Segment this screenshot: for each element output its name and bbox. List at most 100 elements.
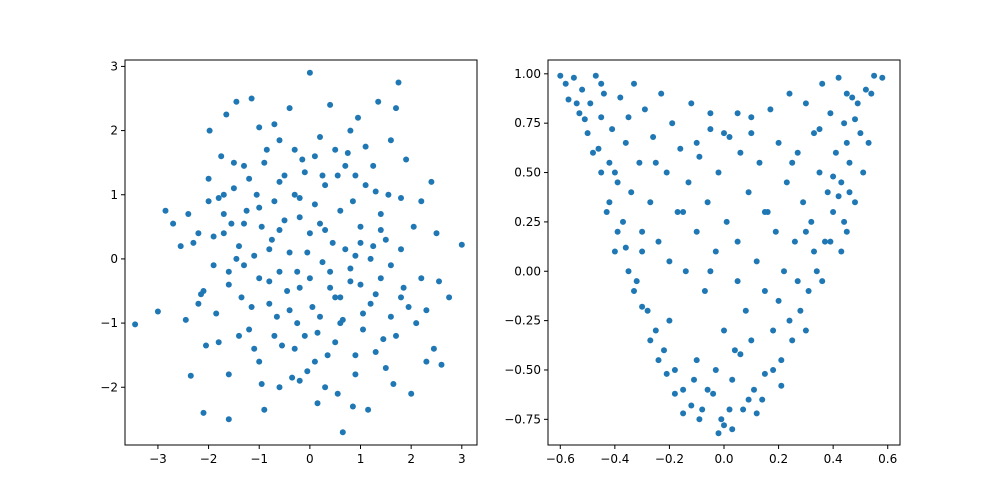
scatter-point — [213, 310, 220, 317]
scatter-point — [579, 86, 586, 93]
scatter-point — [220, 211, 227, 217]
scatter-point — [261, 159, 268, 166]
scatter-point — [398, 294, 404, 301]
scatter-point — [693, 357, 700, 364]
scatter-point — [811, 248, 817, 255]
x-tick-label: −0.2 — [655, 452, 684, 466]
scatter-point — [195, 230, 202, 237]
scatter-point — [680, 209, 687, 215]
scatter-point — [852, 199, 858, 206]
scatter-point — [276, 268, 283, 275]
scatter-point — [633, 278, 640, 285]
scatter-point — [761, 209, 768, 215]
scatter-point — [319, 259, 326, 266]
scatter-point — [620, 218, 626, 225]
scatter-point — [203, 342, 209, 349]
scatter-point — [205, 198, 212, 205]
scatter-point — [276, 137, 283, 144]
scatter-point — [701, 288, 708, 294]
scatter-point — [319, 172, 326, 179]
scatter-point — [230, 159, 237, 166]
scatter-point — [387, 313, 394, 320]
scatter-point — [375, 98, 382, 105]
scatter-point — [570, 74, 577, 81]
scatter-point — [830, 173, 837, 180]
scatter-point — [841, 218, 848, 225]
scatter-point — [190, 239, 197, 246]
scatter-point — [849, 94, 856, 101]
scatter-point — [403, 156, 410, 163]
scatter-point — [625, 268, 632, 275]
scatter-point — [347, 278, 354, 285]
scatter-point — [581, 116, 588, 123]
scatter-point — [696, 153, 703, 160]
scatter-point — [802, 228, 809, 235]
scatter-point — [230, 185, 237, 192]
scatter-point — [253, 191, 260, 198]
scatter-point — [271, 121, 278, 128]
scatter-point — [299, 156, 306, 163]
scatter-point — [598, 114, 605, 121]
scatter-point — [311, 153, 318, 160]
scatter-point — [811, 130, 817, 137]
scatter-point — [286, 105, 293, 112]
scatter-point — [666, 258, 673, 265]
x-tick-label: 0.4 — [824, 452, 843, 466]
right-scatter-panel: −0.6 −0.4 −0.2 0.0 0.2 0.4 0.6 −0.75 −0.50 −0.25… — [504, 59, 901, 466]
scatter-point — [132, 321, 139, 328]
scatter-point — [225, 281, 232, 288]
y-tick-label: 0.00 — [514, 264, 541, 278]
scatter-point — [879, 74, 886, 81]
scatter-point — [370, 162, 377, 169]
scatter-point — [322, 227, 329, 233]
scatter-point — [246, 326, 253, 333]
x-tick-label: −0.4 — [600, 452, 629, 466]
scatter-point — [767, 106, 774, 113]
scatter-point — [423, 358, 430, 365]
y-tick-label: −2 — [100, 380, 118, 394]
scatter-point — [377, 275, 384, 282]
scatter-point — [200, 288, 207, 294]
scatter-point — [413, 320, 420, 327]
scatter-point — [748, 114, 755, 121]
y-tick-label: −0.50 — [504, 363, 541, 377]
scatter-point — [309, 304, 316, 310]
scatter-point — [248, 304, 255, 310]
scatter-point — [256, 204, 263, 211]
scatter-point — [816, 126, 823, 133]
scatter-point — [291, 345, 298, 352]
scatter-point — [721, 327, 727, 334]
scatter-point — [433, 230, 440, 237]
right-points — [557, 72, 886, 437]
scatter-point — [622, 139, 629, 146]
scatter-point — [797, 307, 804, 314]
scatter-point — [387, 262, 394, 269]
scatter-point — [246, 175, 253, 182]
scatter-point — [210, 262, 217, 269]
scatter-point — [693, 139, 700, 146]
scatter-point — [271, 198, 278, 205]
scatter-point — [639, 303, 646, 310]
scatter-point — [838, 248, 845, 255]
scatter-point — [794, 149, 801, 156]
scatter-point — [674, 209, 681, 215]
scatter-point — [721, 130, 727, 137]
x-tick-label: −0.6 — [546, 452, 575, 466]
scatter-point — [251, 252, 258, 259]
scatter-point — [294, 268, 301, 275]
scatter-point — [344, 150, 351, 156]
scatter-point — [352, 371, 359, 378]
scatter-point — [296, 214, 303, 221]
scatter-point — [671, 367, 678, 373]
scatter-point — [745, 396, 752, 403]
left-points — [132, 69, 465, 436]
scatter-point — [220, 230, 227, 237]
scatter-point — [458, 241, 465, 248]
scatter-point — [734, 278, 741, 285]
scatter-point — [215, 339, 222, 346]
scatter-point — [304, 368, 311, 375]
scatter-point — [301, 332, 308, 339]
x-tick-label: 0 — [306, 452, 314, 466]
scatter-point — [357, 239, 364, 246]
